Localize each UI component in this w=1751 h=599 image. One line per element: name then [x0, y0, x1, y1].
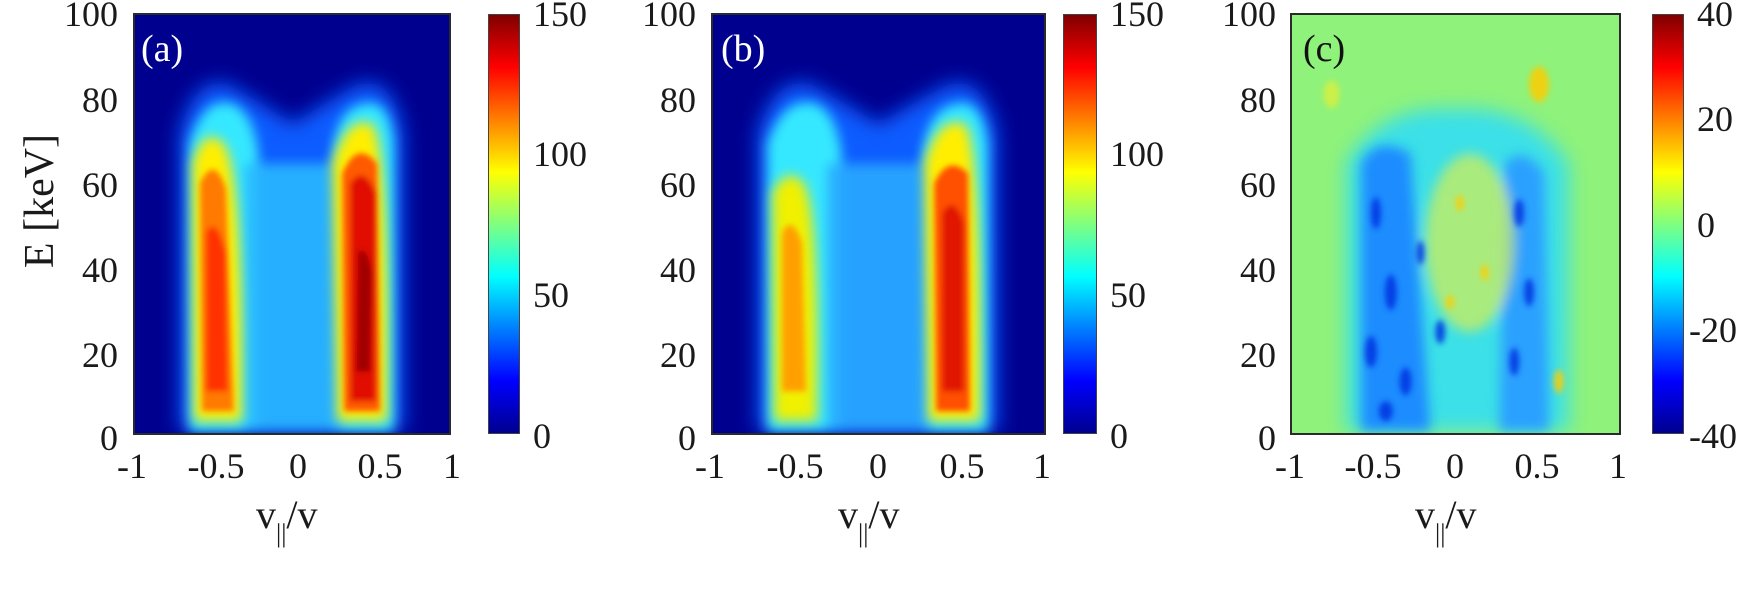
ytick-c-40: 40 — [1240, 250, 1276, 290]
panel-label-a: (a) — [141, 28, 184, 70]
heatmap-b — [711, 13, 1046, 435]
xtick-a-m05: -0.5 — [187, 446, 245, 486]
ytick-c-100: 100 — [1222, 0, 1276, 34]
xtick-c-1: 1 — [1609, 446, 1627, 486]
colorbar-b — [1063, 14, 1097, 434]
xtick-a-1: 1 — [443, 446, 461, 486]
xtick-b-05: 0.5 — [939, 446, 985, 486]
ytick-a-0: 0 — [100, 418, 118, 458]
cbar-a-tick-0: 0 — [533, 416, 551, 456]
x-axis-label-c: v||/v — [1415, 492, 1477, 549]
cbar-b-tick-150: 150 — [1110, 0, 1164, 34]
cbar-c-tick-40: 40 — [1697, 0, 1733, 34]
xtick-a-0: 0 — [289, 446, 307, 486]
cbar-b-tick-0: 0 — [1110, 416, 1128, 456]
xtick-b-m05: -0.5 — [766, 446, 824, 486]
ytick-b-40: 40 — [660, 250, 696, 290]
panel-label-c: (c) — [1303, 28, 1346, 70]
cbar-c-tick-m20: -20 — [1689, 310, 1737, 350]
xtick-c-0: 0 — [1446, 446, 1464, 486]
heatmap-a — [133, 13, 451, 435]
heatmap-c — [1290, 13, 1621, 435]
ytick-c-80: 80 — [1240, 80, 1276, 120]
cbar-c-tick-0: 0 — [1697, 205, 1715, 245]
heatmap-c-image — [1292, 15, 1619, 433]
xtick-b-1: 1 — [1033, 446, 1051, 486]
ytick-b-0: 0 — [678, 418, 696, 458]
ytick-b-20: 20 — [660, 335, 696, 375]
ytick-a-80: 80 — [82, 80, 118, 120]
ytick-a-60: 60 — [82, 165, 118, 205]
ytick-a-100: 100 — [64, 0, 118, 34]
xtick-c-m1: -1 — [1275, 446, 1305, 486]
heatmap-a-image — [135, 15, 449, 433]
x-axis-label-a: v||/v — [256, 492, 318, 549]
xtick-c-05: 0.5 — [1514, 446, 1560, 486]
xtick-c-m05: -0.5 — [1344, 446, 1402, 486]
ytick-b-60: 60 — [660, 165, 696, 205]
cbar-a-tick-150: 150 — [533, 0, 587, 34]
xtick-a-m1: -1 — [117, 446, 147, 486]
ytick-c-60: 60 — [1240, 165, 1276, 205]
ytick-c-20: 20 — [1240, 335, 1276, 375]
cbar-a-tick-100: 100 — [533, 134, 587, 174]
ytick-a-40: 40 — [82, 250, 118, 290]
ytick-c-0: 0 — [1258, 418, 1276, 458]
xtick-b-m1: -1 — [695, 446, 725, 486]
cbar-b-tick-50: 50 — [1110, 275, 1146, 315]
heatmap-b-image — [713, 15, 1044, 433]
cbar-c-tick-m40: -40 — [1689, 416, 1737, 456]
panel-label-b: (b) — [721, 28, 766, 70]
ytick-b-100: 100 — [642, 0, 696, 34]
colorbar-c — [1652, 14, 1684, 434]
ytick-a-20: 20 — [82, 335, 118, 375]
cbar-b-tick-100: 100 — [1110, 134, 1164, 174]
xtick-a-05: 0.5 — [357, 446, 403, 486]
ytick-b-80: 80 — [660, 80, 696, 120]
cbar-c-tick-20: 20 — [1697, 99, 1733, 139]
x-axis-label-b: v||/v — [838, 492, 900, 549]
xtick-b-0: 0 — [869, 446, 887, 486]
cbar-a-tick-50: 50 — [533, 275, 569, 315]
colorbar-a — [488, 14, 520, 434]
